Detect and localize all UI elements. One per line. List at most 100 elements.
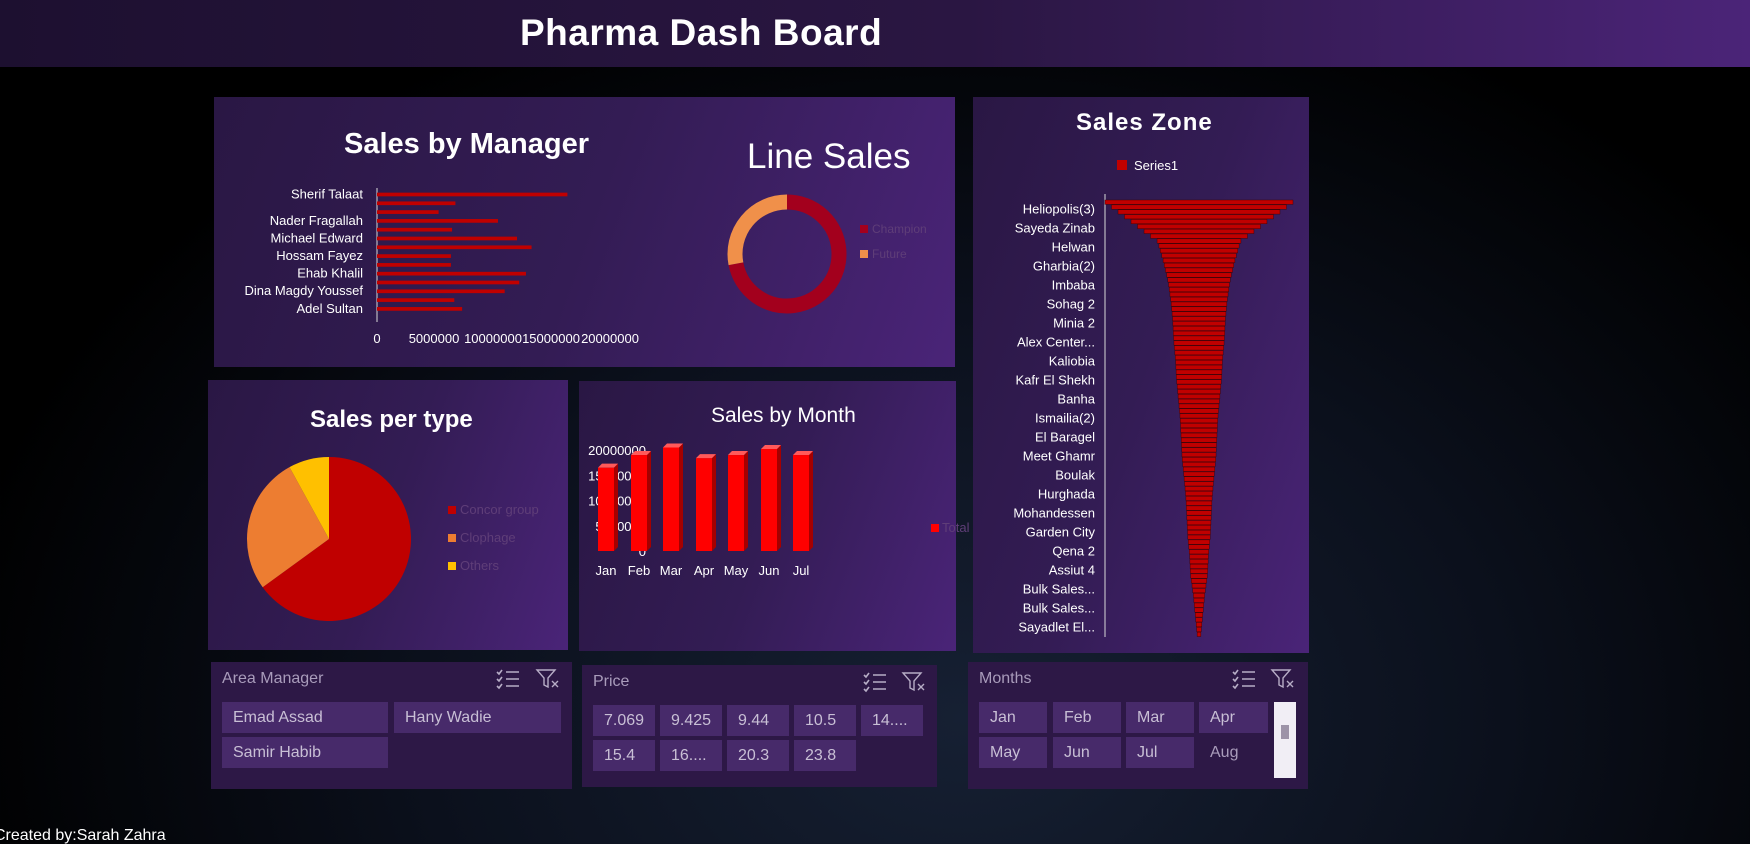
zone-panel: Sales Zone Series1 Heliopolis(3) Sayeda Zi… xyxy=(973,97,1309,653)
zone-funnel-chart: Series1 Heliopolis(3) Sayeda Zinab Helwan Gh… xyxy=(1013,158,1294,637)
zone-bar xyxy=(1196,631,1202,637)
slicer-item-month[interactable]: Jul xyxy=(1126,737,1194,768)
month-bar-side xyxy=(712,454,716,551)
slicer-item-price[interactable]: 9.425 xyxy=(660,705,722,736)
manager-category-label: Sherif Talaat xyxy=(291,186,363,201)
multi-select-icon[interactable] xyxy=(495,668,521,690)
slicer-item-month[interactable]: Feb xyxy=(1053,702,1121,733)
zone-bar xyxy=(1174,345,1224,351)
x-tick-label: Jul xyxy=(793,563,810,578)
manager-bar xyxy=(377,307,463,311)
zone-bar xyxy=(1192,588,1206,594)
zone-bar xyxy=(1186,510,1212,516)
month-bar-side xyxy=(809,451,813,551)
zone-bar xyxy=(1175,364,1223,370)
zone-category-label: Meet Ghamr xyxy=(1023,449,1096,464)
zone-bar xyxy=(1181,437,1217,443)
price-slicer-title: Price xyxy=(593,673,630,690)
slicer-item-samir-habib[interactable]: Samir Habib xyxy=(222,737,388,768)
legend-label: Champion xyxy=(872,222,927,236)
legend-label: Total xyxy=(942,520,970,535)
slicer-item-month[interactable]: May xyxy=(979,737,1047,768)
manager-bar xyxy=(377,210,439,214)
zone-category-label: Garden City xyxy=(1026,525,1096,540)
x-tick-label: 15000000 xyxy=(522,331,580,346)
zone-bar xyxy=(1182,466,1216,472)
manager-panel: Sales by Manager Sherif Talaat Nader Frag… xyxy=(214,97,955,367)
zone-bar xyxy=(1189,549,1209,555)
multi-select-icon[interactable] xyxy=(1231,668,1257,690)
zone-bar xyxy=(1167,277,1231,283)
zone-bar xyxy=(1124,214,1274,220)
zone-bar xyxy=(1137,224,1261,229)
zone-category-label: Sayeda Zinab xyxy=(1015,221,1095,236)
x-tick-label: 10000000 xyxy=(464,331,522,346)
zone-bar xyxy=(1186,515,1212,521)
zone-category-label: Helwan xyxy=(1052,240,1095,255)
zone-category-label: Gharbia(2) xyxy=(1033,259,1095,274)
zone-category-label: Mohandessen xyxy=(1013,506,1095,521)
area-manager-slicer-title: Area Manager xyxy=(222,670,324,687)
slicer-item-price[interactable]: 10.5 xyxy=(794,705,856,736)
zone-bar xyxy=(1191,578,1207,584)
manager-bar xyxy=(377,289,505,294)
zone-bar xyxy=(1143,228,1255,234)
zone-bar xyxy=(1180,428,1218,433)
manager-category-label: Hossam Fayez xyxy=(276,248,363,263)
months-scrollbar-thumb[interactable] xyxy=(1281,725,1289,739)
zone-bar xyxy=(1179,413,1219,419)
clear-filter-icon[interactable] xyxy=(535,668,561,690)
type-chart-title: Sales per type xyxy=(310,406,473,433)
manager-bar xyxy=(377,236,517,241)
slicer-item-price[interactable]: 20.3 xyxy=(727,740,789,771)
zone-bar xyxy=(1195,622,1203,628)
zone-bar xyxy=(1172,321,1226,326)
month-bar-top xyxy=(761,444,781,449)
legend-swatch xyxy=(860,225,868,233)
months-slicer-title: Months xyxy=(979,670,1032,687)
slicer-item-emad-assad[interactable]: Emad Assad xyxy=(222,702,388,733)
zone-category-label: Sayadlet El... xyxy=(1018,620,1095,635)
zone-category-label: Boulak xyxy=(1055,468,1095,483)
header-bar: Pharma Dash Board xyxy=(0,0,1750,67)
zone-bar xyxy=(1171,306,1227,312)
zone-category-label: Kaliobia xyxy=(1049,354,1096,369)
slicer-item-price[interactable]: 7.069 xyxy=(593,705,655,736)
legend-swatch xyxy=(931,524,939,532)
x-tick-label: Jan xyxy=(596,563,617,578)
zone-bar xyxy=(1185,495,1213,501)
slicer-item-month[interactable]: Jun xyxy=(1053,737,1121,768)
zone-bar xyxy=(1156,238,1242,244)
slicer-item-price[interactable]: 14.... xyxy=(861,705,923,736)
x-tick-label: Apr xyxy=(694,563,715,578)
slicer-item-price[interactable]: 16.... xyxy=(660,740,722,771)
clear-filter-icon[interactable] xyxy=(901,671,927,693)
zone-category-label: Sohag 2 xyxy=(1047,297,1095,312)
months-scrollbar[interactable] xyxy=(1274,702,1296,778)
clear-filter-icon[interactable] xyxy=(1270,668,1296,690)
legend-label: Future xyxy=(872,247,907,261)
zone-bar xyxy=(1173,335,1225,341)
multi-select-icon[interactable] xyxy=(862,671,888,693)
footer-credit: Created by:Sarah Zahra xyxy=(0,827,166,844)
zone-bar xyxy=(1180,418,1218,424)
zone-bar xyxy=(1182,457,1216,462)
zone-bar xyxy=(1181,452,1217,458)
month-bar-side xyxy=(777,444,781,551)
manager-bar-chart: Sherif Talaat Nader Fragallah Michael Edwa… xyxy=(244,186,638,346)
month-bar-top xyxy=(598,463,618,468)
slicer-item-month[interactable]: Apr xyxy=(1199,702,1268,733)
slicer-item-month[interactable]: Mar xyxy=(1126,702,1194,733)
slicer-item-hany-wadie[interactable]: Hany Wadie xyxy=(394,702,561,733)
manager-category-label: Nader Fragallah xyxy=(270,213,363,228)
slicer-item-month[interactable]: Aug xyxy=(1210,744,1239,761)
slicer-item-price[interactable]: 15.4 xyxy=(593,740,655,771)
slicer-item-price[interactable]: 9.44 xyxy=(727,705,789,736)
zone-category-label: Qena 2 xyxy=(1052,544,1095,559)
legend-label: Others xyxy=(460,558,500,573)
zone-bar xyxy=(1190,573,1208,579)
slicer-item-price[interactable]: 23.8 xyxy=(794,740,856,771)
zone-category-label: Kafr El Shekh xyxy=(1016,373,1096,388)
slicer-item-month[interactable]: Jan xyxy=(979,702,1047,733)
month-bar-top xyxy=(663,443,683,448)
